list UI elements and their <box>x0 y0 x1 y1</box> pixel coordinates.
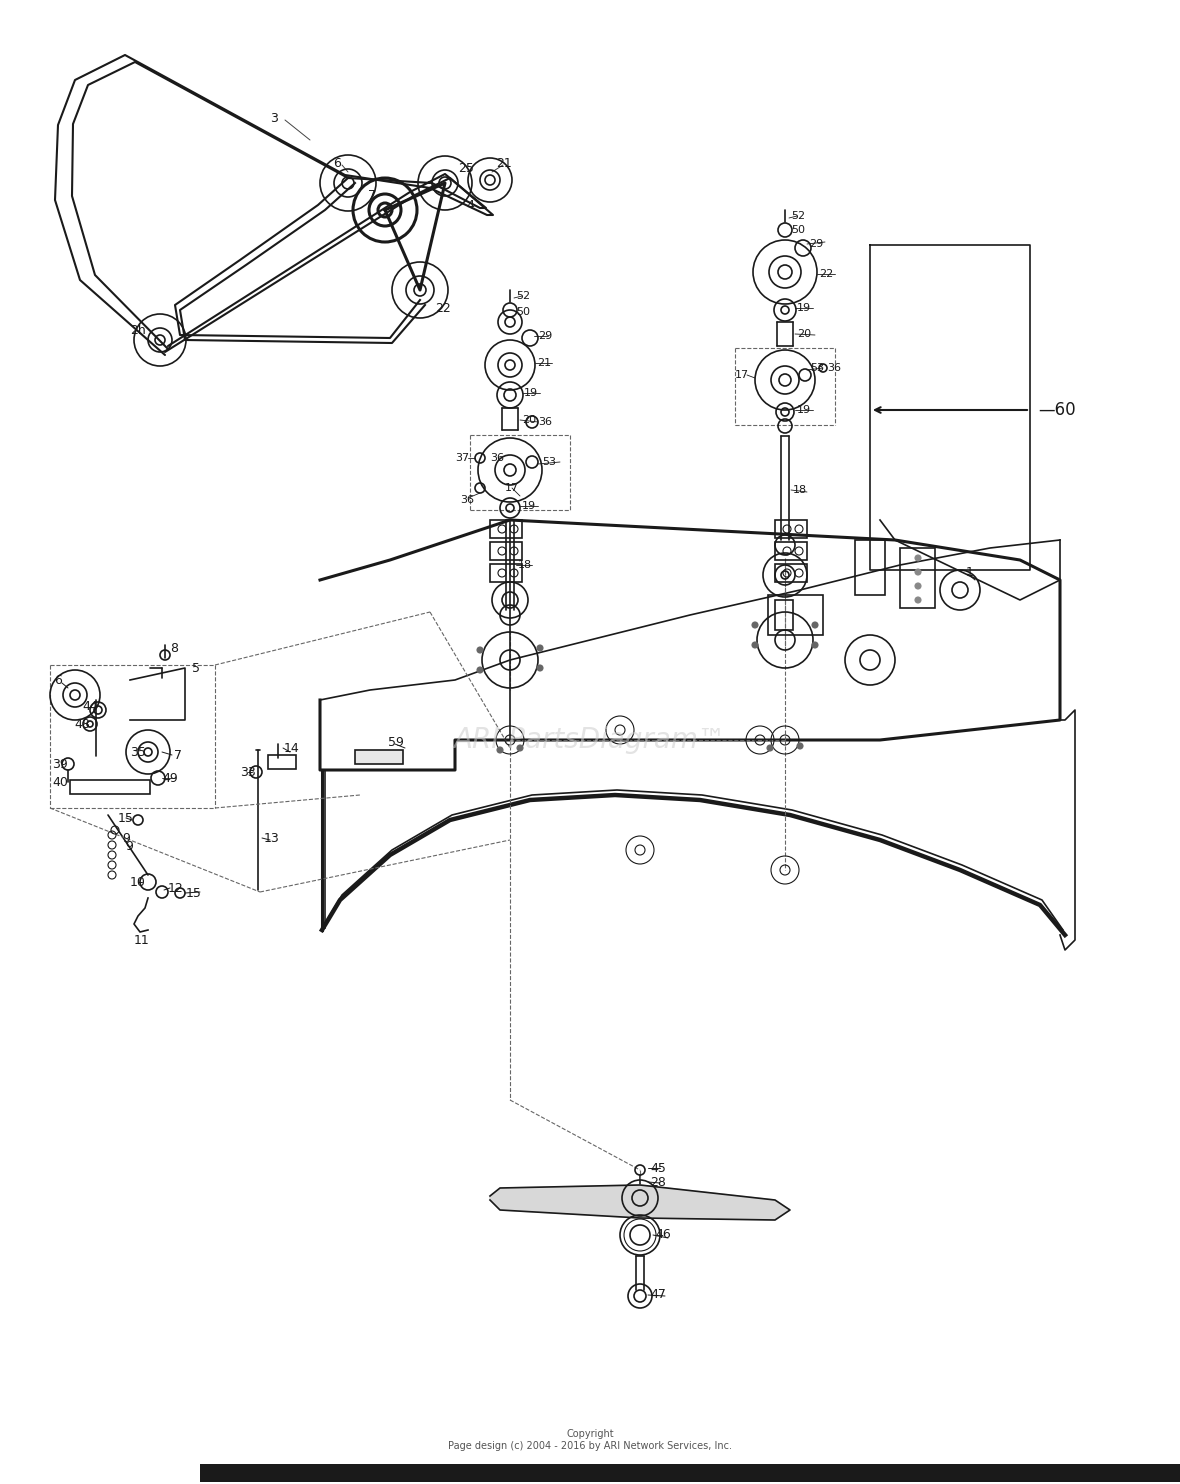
Bar <box>775 542 807 559</box>
Text: 49: 49 <box>162 772 178 785</box>
Bar <box>199 1465 1180 1483</box>
Text: 29: 29 <box>809 239 824 249</box>
Text: 3: 3 <box>270 111 277 125</box>
Bar <box>856 540 885 595</box>
Circle shape <box>537 646 543 651</box>
Text: 6: 6 <box>54 674 61 687</box>
Text: 37: 37 <box>455 453 470 463</box>
Circle shape <box>767 745 773 751</box>
Text: 11: 11 <box>135 933 150 947</box>
Text: 15: 15 <box>186 886 202 899</box>
Text: 2h: 2h <box>130 324 146 337</box>
Circle shape <box>752 643 758 649</box>
Text: 1: 1 <box>966 565 974 579</box>
Text: 50: 50 <box>516 307 530 318</box>
Text: 36: 36 <box>538 417 552 427</box>
Text: 12: 12 <box>168 881 184 895</box>
Text: 53: 53 <box>542 457 556 467</box>
Text: 22: 22 <box>435 301 451 315</box>
Bar <box>900 548 935 608</box>
Text: ARI PartsDiagram™: ARI PartsDiagram™ <box>453 726 727 754</box>
Bar <box>775 600 793 631</box>
Text: 45: 45 <box>650 1162 666 1174</box>
Text: 17: 17 <box>735 370 749 380</box>
Bar <box>268 755 296 769</box>
Text: 40: 40 <box>52 776 68 788</box>
Text: 19: 19 <box>796 303 811 313</box>
Text: 52: 52 <box>516 291 530 301</box>
Text: 8: 8 <box>170 641 178 654</box>
Text: 14: 14 <box>284 742 300 754</box>
Bar <box>490 564 522 582</box>
Text: 52: 52 <box>791 211 805 221</box>
Text: 4: 4 <box>466 199 474 212</box>
Bar <box>775 519 807 539</box>
Circle shape <box>914 583 922 589</box>
Polygon shape <box>130 668 185 720</box>
Circle shape <box>812 643 818 649</box>
Text: 5: 5 <box>192 662 199 675</box>
Circle shape <box>914 568 922 574</box>
Text: 36: 36 <box>490 453 504 463</box>
Text: 20: 20 <box>796 329 811 338</box>
Bar <box>775 564 807 582</box>
Text: 13: 13 <box>264 831 280 844</box>
Circle shape <box>752 622 758 628</box>
Bar <box>768 595 822 635</box>
Text: 6: 6 <box>333 156 341 169</box>
Text: 10: 10 <box>130 876 146 889</box>
Circle shape <box>537 665 543 671</box>
Circle shape <box>477 666 483 674</box>
Text: 9: 9 <box>125 840 133 852</box>
Text: 35: 35 <box>130 745 146 758</box>
Text: 19: 19 <box>522 502 536 510</box>
Polygon shape <box>490 1186 789 1220</box>
Text: 36: 36 <box>827 364 841 372</box>
Text: 53: 53 <box>809 364 824 372</box>
Circle shape <box>914 597 922 603</box>
Bar <box>355 749 404 764</box>
Text: —60: —60 <box>1038 401 1076 418</box>
Text: 29: 29 <box>538 331 552 341</box>
Circle shape <box>517 745 523 751</box>
Text: 22: 22 <box>819 269 833 279</box>
Text: 20: 20 <box>522 416 536 424</box>
Text: 48: 48 <box>74 717 90 730</box>
Text: 19: 19 <box>524 387 538 398</box>
Polygon shape <box>320 519 1060 770</box>
Circle shape <box>812 622 818 628</box>
Text: 7: 7 <box>368 188 376 202</box>
Bar <box>70 781 150 794</box>
Text: 21: 21 <box>537 358 551 368</box>
Text: 19: 19 <box>796 405 811 416</box>
Text: 17: 17 <box>505 482 519 493</box>
Text: 47: 47 <box>650 1288 666 1301</box>
Text: 21: 21 <box>496 156 512 169</box>
Text: 33: 33 <box>240 766 256 779</box>
Text: 36: 36 <box>460 496 474 505</box>
Text: 9: 9 <box>122 831 130 844</box>
Circle shape <box>796 743 804 749</box>
Bar <box>490 542 522 559</box>
Bar <box>490 519 522 539</box>
Text: 50: 50 <box>791 226 805 234</box>
Text: 15: 15 <box>118 812 133 825</box>
Text: 25: 25 <box>458 162 474 175</box>
Circle shape <box>914 555 922 561</box>
Text: 18: 18 <box>518 559 532 570</box>
Text: 44: 44 <box>81 699 98 712</box>
Circle shape <box>497 746 503 752</box>
Text: 46: 46 <box>655 1229 670 1242</box>
Text: 7: 7 <box>173 748 182 761</box>
Text: 39: 39 <box>52 757 67 770</box>
Circle shape <box>477 647 483 653</box>
Text: 18: 18 <box>793 485 807 496</box>
Text: 28: 28 <box>650 1175 666 1189</box>
Text: 59: 59 <box>388 736 404 748</box>
Text: Copyright
Page design (c) 2004 - 2016 by ARI Network Services, Inc.: Copyright Page design (c) 2004 - 2016 by… <box>448 1429 732 1451</box>
